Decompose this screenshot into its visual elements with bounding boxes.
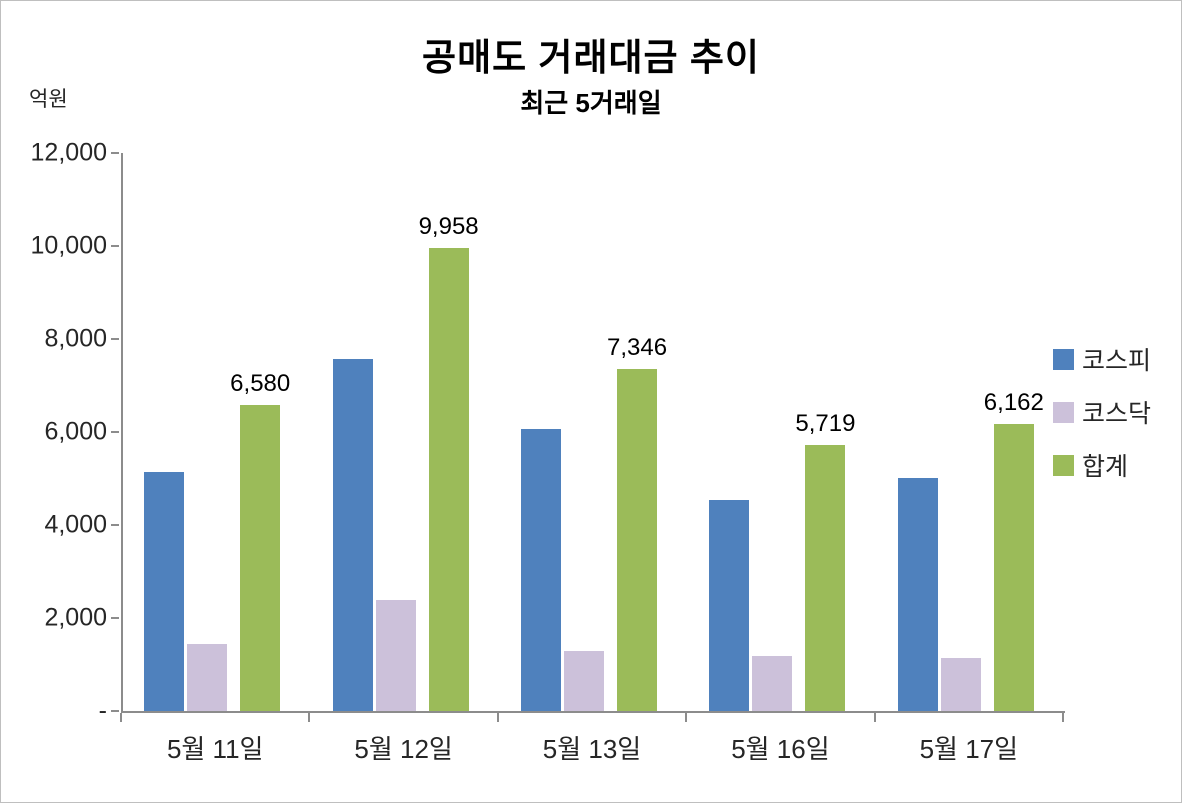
bar-kosdaq xyxy=(940,658,981,711)
x-tick-mark xyxy=(308,713,311,722)
bar-group-5: 6,162 xyxy=(877,153,1065,711)
bar-total xyxy=(805,445,846,711)
legend-entry-kosdaq: 코스닥 xyxy=(1053,394,1151,430)
y-tick-mark xyxy=(111,524,119,526)
legend-entry-kospi: 코스피 xyxy=(1053,341,1151,377)
y-tick-mark xyxy=(111,152,119,154)
x-category-label: 5월 12일 xyxy=(354,734,453,764)
bar-slot-kospi xyxy=(332,153,373,711)
bar-group-4: 5,719 xyxy=(688,153,876,711)
y-tick-label: 2,000 xyxy=(44,603,107,632)
bar-slot-kosdaq xyxy=(752,153,793,711)
x-category-label: 5월 13일 xyxy=(542,734,642,764)
bar-slot-kosdaq xyxy=(375,153,416,711)
chart-title: 공매도 거래대금 추이 xyxy=(422,37,760,78)
data-label-total: 7,346 xyxy=(606,334,668,362)
legend-label-kospi: 코스피 xyxy=(1082,347,1152,375)
y-tick-label: 6,000 xyxy=(44,417,107,446)
bar-total xyxy=(993,424,1034,711)
legend-swatch-kospi xyxy=(1053,348,1074,370)
bar-slot-kospi xyxy=(709,153,750,711)
bar-total xyxy=(617,369,658,711)
bar-slot-kosdaq xyxy=(563,153,604,711)
bar-slot-total: 9,958 xyxy=(419,153,479,711)
bar-group-1: 6,580 xyxy=(123,153,311,711)
y-tick-mark xyxy=(111,245,119,247)
data-label-total: 5,719 xyxy=(795,410,856,438)
x-tick-mark xyxy=(685,713,688,722)
y-tick-label: 4,000 xyxy=(44,510,107,539)
bar-kosdaq xyxy=(187,643,228,711)
bar-slot-kosdaq xyxy=(940,153,981,711)
y-tick-mark xyxy=(111,617,119,619)
bar-slot-total: 6,580 xyxy=(230,153,290,711)
bar-slot-total: 5,719 xyxy=(795,153,855,711)
x-tick-mark xyxy=(120,713,122,722)
data-label-total: 6,162 xyxy=(983,389,1044,417)
bar-group-3: 7,346 xyxy=(500,153,688,711)
bar-kospi xyxy=(144,472,185,711)
bar-kospi xyxy=(520,429,561,711)
y-axis-labels: 12,000 10,000 8,000 6,000 4,000 2,000 - xyxy=(1,139,107,725)
bar-kosdaq xyxy=(563,651,604,711)
y-tick-label: 12,000 xyxy=(30,138,107,167)
bar-slot-kosdaq xyxy=(187,153,228,711)
data-label-total: 6,580 xyxy=(230,370,291,398)
x-category-label: 5월 16일 xyxy=(731,734,830,764)
legend-label-total: 합계 xyxy=(1082,453,1129,481)
legend-swatch-kosdaq xyxy=(1053,401,1074,423)
bar-kospi xyxy=(897,477,938,711)
x-tick-mark xyxy=(1062,713,1064,722)
x-category-label: 5월 17일 xyxy=(919,734,1019,764)
bar-slot-total: 6,162 xyxy=(984,153,1044,711)
bar-slot-total: 7,346 xyxy=(607,153,667,711)
x-category-label: 5월 11일 xyxy=(166,734,264,764)
y-tick-label: - xyxy=(98,696,107,725)
y-tick-label: 8,000 xyxy=(44,324,107,353)
bar-slot-kospi xyxy=(897,153,938,711)
bar-slot-kospi xyxy=(520,153,561,711)
bar-group-2: 9,958 xyxy=(311,153,499,711)
bar-total xyxy=(240,405,281,711)
bar-kosdaq xyxy=(752,656,793,711)
x-axis-labels: 5월 11일 5월 12일 5월 13일 5월 16일 5월 17일 xyxy=(121,729,1063,766)
bar-slot-kospi xyxy=(144,153,185,711)
y-tick-label: 10,000 xyxy=(30,231,107,260)
bar-kospi xyxy=(709,499,750,711)
bar-kosdaq xyxy=(375,599,416,711)
y-tick-mark xyxy=(111,431,119,433)
plot-area: 6,580 9,958 7,346 5,719 6,162 xyxy=(121,153,1065,713)
y-axis-unit-label: 억원 xyxy=(29,88,68,111)
x-tick-mark xyxy=(873,713,876,722)
chart-subtitle: 최근 5거래일 xyxy=(520,88,662,118)
y-tick-mark xyxy=(111,338,119,340)
bar-kospi xyxy=(332,359,373,711)
x-tick-mark xyxy=(496,713,499,722)
bar-total xyxy=(428,247,469,711)
data-label-total: 9,958 xyxy=(418,212,479,240)
legend-entry-total: 합계 xyxy=(1053,447,1151,483)
legend-label-kosdaq: 코스닥 xyxy=(1082,400,1152,428)
legend-swatch-total xyxy=(1053,454,1074,476)
y-tick-mark xyxy=(111,710,119,712)
